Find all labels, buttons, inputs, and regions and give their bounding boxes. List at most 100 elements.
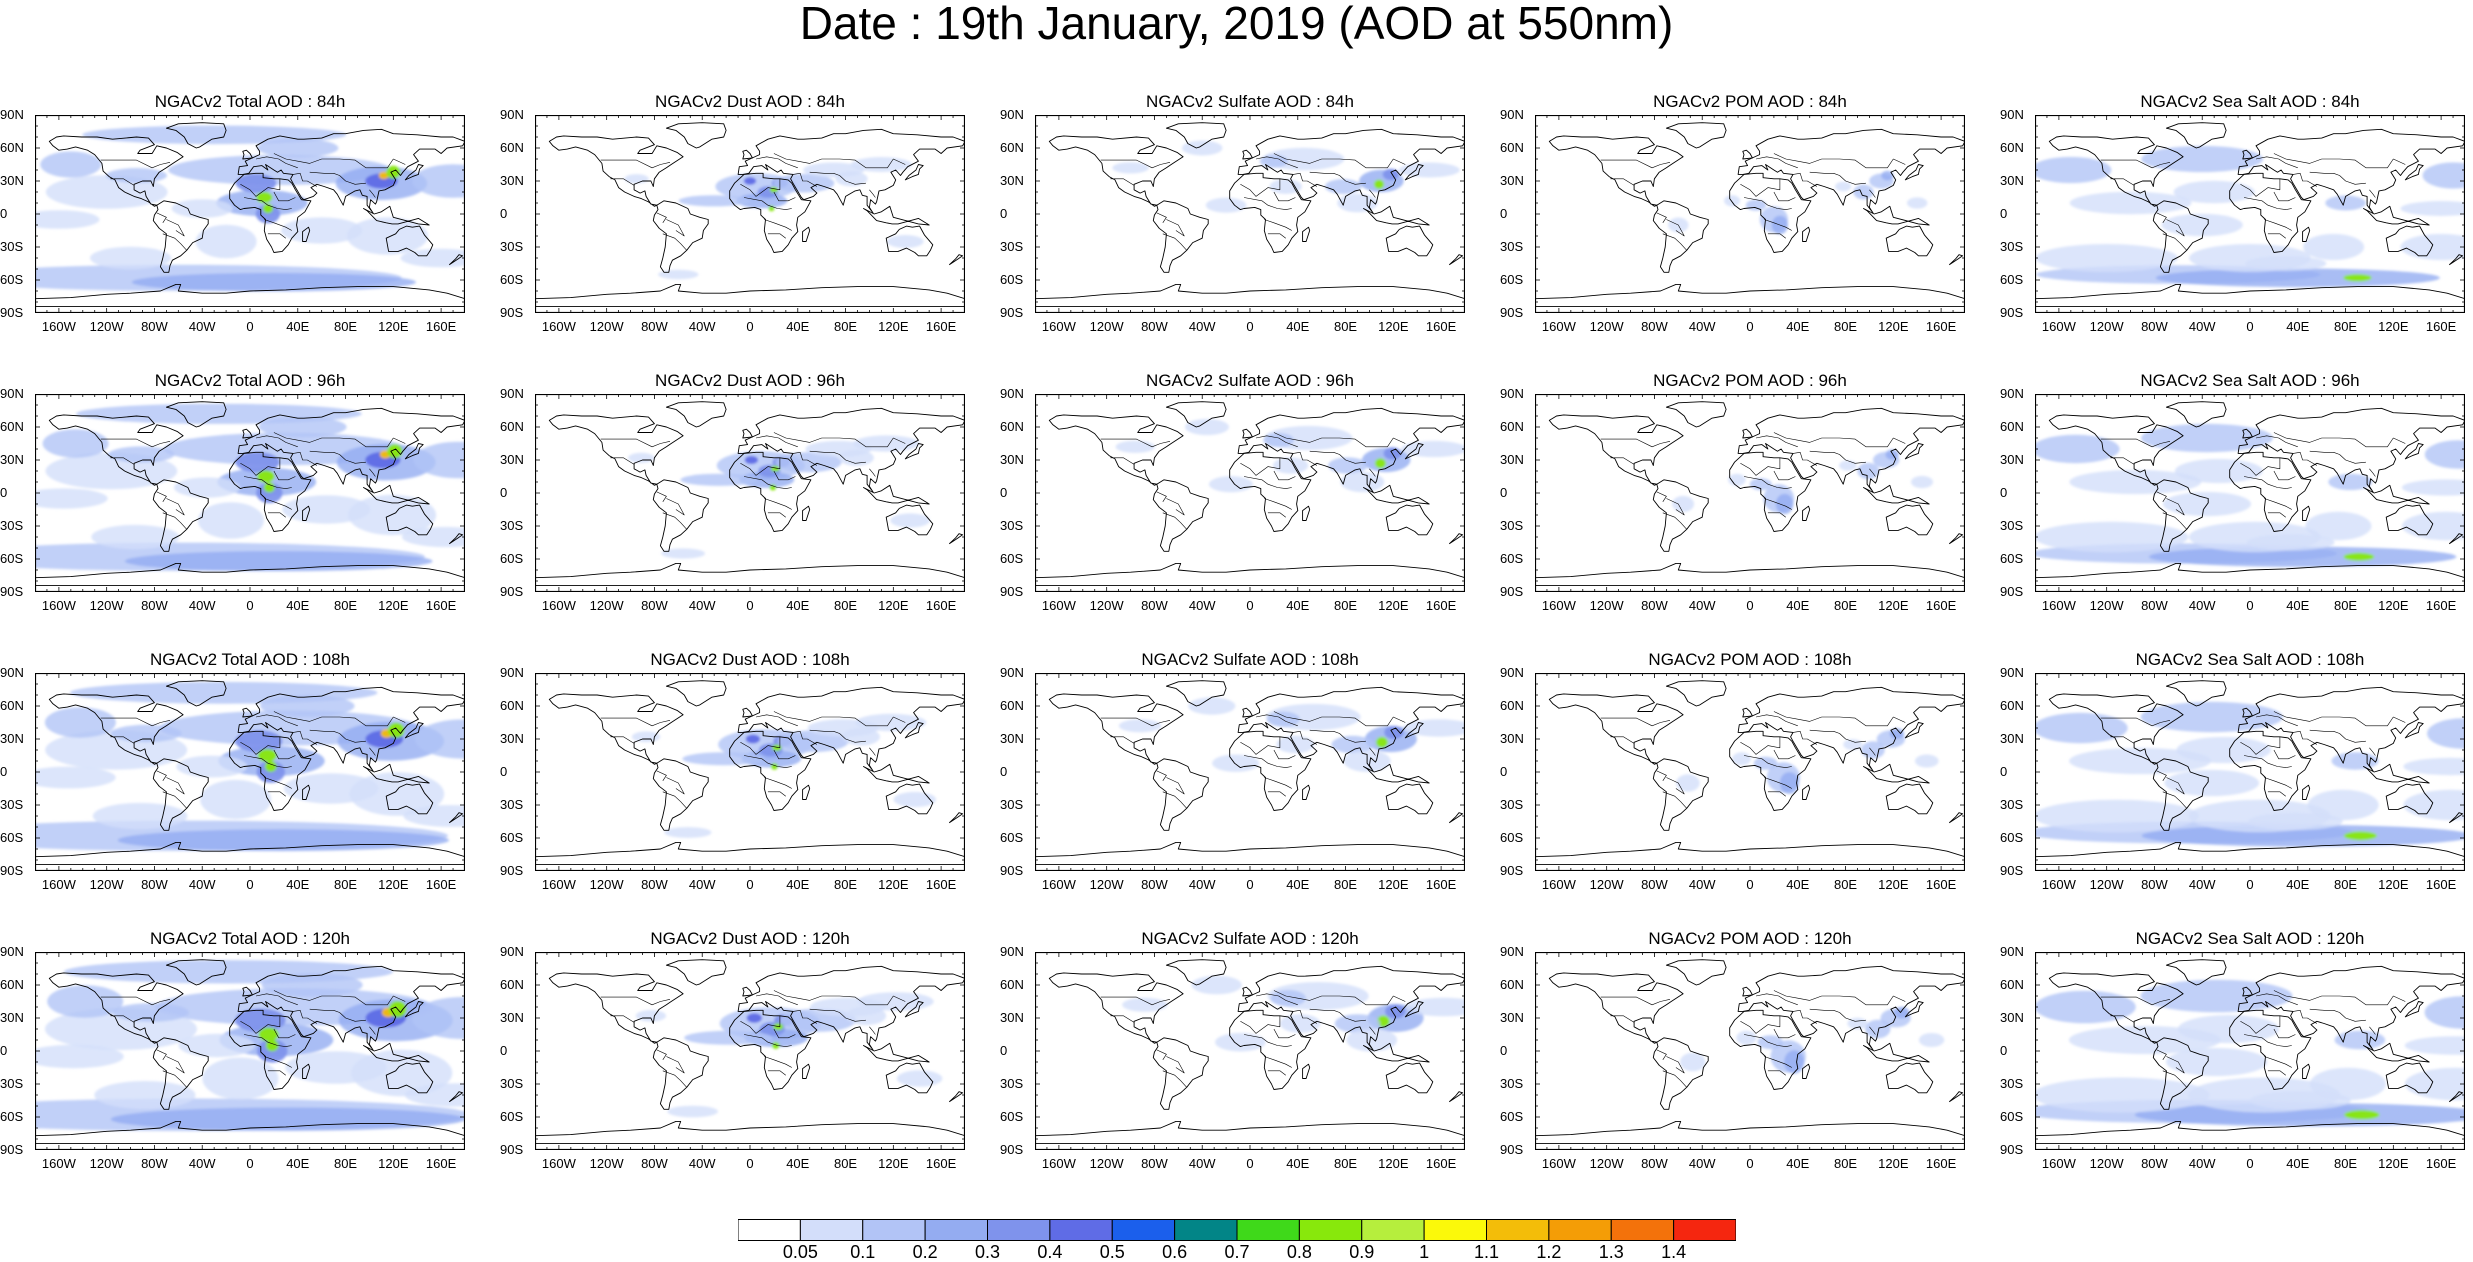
- coastline-eurasia: [1237, 128, 1465, 214]
- country-border: [2243, 476, 2292, 489]
- country-border: [2255, 435, 2298, 448]
- map-panel-seasalt-row-4: NGACv2 Sea Salt AOD : 120h 90N 60N 30N 0 30S 6…: [2000, 929, 2470, 1179]
- country-border: [2273, 990, 2406, 1006]
- country-border: [1610, 457, 1635, 465]
- coastline-greenland: [165, 401, 227, 428]
- latitude-tick-label: 0: [2000, 485, 2008, 500]
- coastlines: [1535, 122, 1965, 307]
- longitude-tick-label: 120W: [89, 877, 124, 892]
- latitude-tick-label: 30N: [0, 731, 24, 746]
- longitude-tick-label: 80W: [1141, 598, 1168, 613]
- aod-plume: [387, 444, 403, 459]
- coastlines: [1535, 680, 1965, 865]
- aod-plume: [386, 165, 401, 179]
- latitude-tick-label: 90N: [500, 107, 524, 122]
- longitude-tick-label: 120E: [2378, 319, 2409, 334]
- longitude-tick-label: 120W: [1589, 1156, 1624, 1171]
- longitude-tick-label: 40E: [286, 1156, 310, 1171]
- colorbar-swatch: [1174, 1219, 1238, 1241]
- latitude-tick-label: 30S: [1500, 239, 1524, 254]
- coastline-africa: [1729, 730, 1812, 811]
- longitude-tick-label: 120E: [1878, 319, 1909, 334]
- country-border: [1240, 736, 1281, 755]
- coastline-australia: [1385, 225, 1434, 257]
- coastline-indonesia: [363, 484, 430, 505]
- coastline-australia: [385, 783, 434, 815]
- aod-plume: [171, 199, 233, 218]
- longitude-tick-label: 160E: [925, 1156, 957, 1171]
- country-border: [1656, 1049, 1667, 1060]
- coastline-indonesia: [363, 1042, 430, 1063]
- coastline-antarctica: [2035, 841, 2465, 865]
- longitude-tick-label: 0: [1746, 598, 1754, 613]
- aod-plume: [1205, 197, 1247, 213]
- latitude-tick-label: 60N: [500, 977, 524, 992]
- country-border: [1264, 777, 1292, 789]
- country-border: [600, 996, 671, 1006]
- panel-title: NGACv2 POM AOD : 120h: [1648, 929, 1852, 948]
- latitude-tick-label: 90S: [0, 863, 24, 878]
- country-border: [273, 470, 296, 481]
- country-border: [1662, 512, 1687, 530]
- longitude-tick-label: 160W: [2041, 877, 2076, 892]
- country-border: [2100, 438, 2171, 448]
- country-border: [1740, 178, 1781, 197]
- longitude-tick-label: 0: [746, 877, 754, 892]
- aod-plume: [387, 722, 405, 738]
- country-border: [1273, 470, 1296, 481]
- aod-plume: [1385, 1004, 1406, 1019]
- coastline-japan: [1904, 1001, 1924, 1018]
- longitude-tick-label: 120W: [1589, 319, 1624, 334]
- coastline-new-zealand: [1949, 1091, 1964, 1103]
- longitude-tick-label: 40E: [286, 319, 310, 334]
- country-border: [255, 156, 298, 169]
- country-border: [773, 711, 906, 727]
- aod-plume: [773, 173, 835, 193]
- country-border: [1610, 736, 1635, 744]
- latitude-tick-label: 90S: [0, 305, 24, 320]
- aod-plume: [2424, 440, 2465, 469]
- coastline-greenland: [165, 122, 227, 149]
- coastline-antarctica: [1535, 841, 1965, 865]
- coastline-south-america: [652, 200, 709, 273]
- aod-plume: [1266, 711, 1300, 727]
- coastline-australia: [2385, 1062, 2434, 1094]
- country-border: [1110, 736, 1135, 744]
- colorbar-tick-label: 0.3: [974, 1242, 1001, 1262]
- latitude-tick-label: 30N: [0, 1010, 24, 1025]
- coastline-new-zealand: [1449, 812, 1464, 824]
- coastline-japan: [2404, 1001, 2424, 1018]
- aod-plume: [2307, 789, 2379, 821]
- longitude-tick-label: 80E: [833, 319, 858, 334]
- latitude-tick-label: 0: [2000, 764, 2008, 779]
- country-border: [1662, 791, 1687, 809]
- aod-plume: [178, 1033, 255, 1058]
- map-frame: [1535, 673, 1965, 871]
- latitude-tick-label: 30N: [0, 173, 24, 188]
- country-border: [2240, 457, 2281, 476]
- coastline-new-zealand: [949, 812, 964, 824]
- coastline-new-zealand: [1449, 533, 1464, 545]
- coastline-eurasia: [1737, 407, 1965, 493]
- aod-plume: [739, 471, 795, 488]
- longitude-tick-label: 160E: [1425, 319, 1457, 334]
- map-panel-dust-row-1: NGACv2 Dust AOD : 84h 90N 60N 30N 0 30S 60S 90S…: [500, 92, 970, 342]
- country-border: [273, 432, 406, 448]
- coastline-madagascar: [1302, 505, 1311, 521]
- latitude-tick-label: 0: [0, 1043, 8, 1058]
- country-border: [1273, 191, 1296, 202]
- longitude-tick-label: 160W: [541, 319, 576, 334]
- colorbar-tick-label: 0.7: [1224, 1242, 1250, 1262]
- latitude-tick-label: 60N: [1000, 419, 1024, 434]
- coastline-japan: [2404, 164, 2424, 181]
- latitude-tick-label: 0: [0, 206, 8, 221]
- longitude-tick-label: 80E: [1833, 877, 1858, 892]
- coastline-madagascar: [302, 1063, 311, 1079]
- country-border: [243, 476, 292, 489]
- longitude-tick-label: 40W: [688, 1156, 716, 1171]
- latitude-tick-label: 60N: [1500, 140, 1524, 155]
- coastline-south-america: [652, 758, 709, 831]
- aod-plume: [1181, 140, 1223, 156]
- country-border: [1309, 171, 1366, 185]
- colorbar-swatch: [1673, 1219, 1736, 1241]
